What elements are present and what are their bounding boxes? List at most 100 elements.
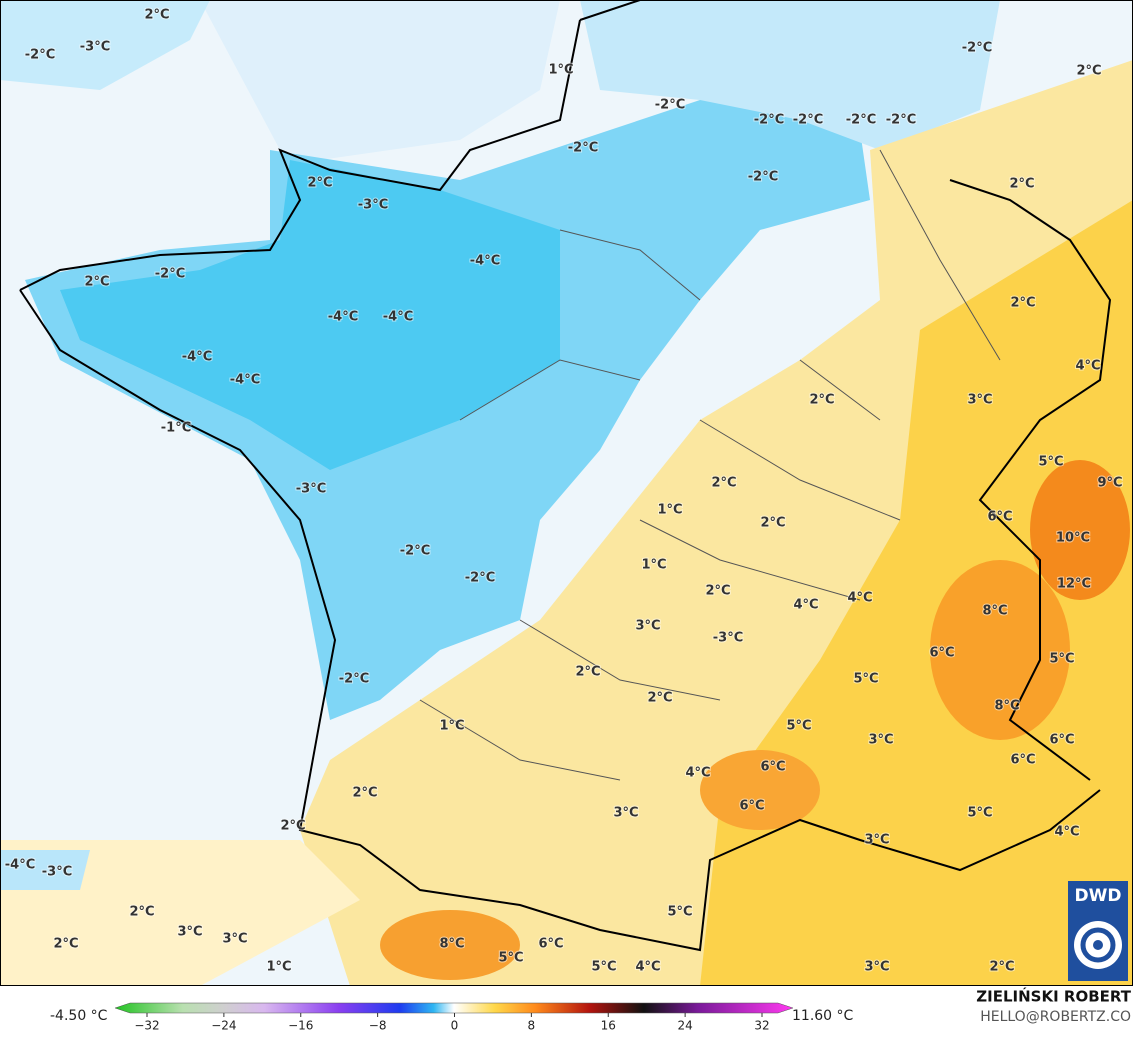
temperature-label: 6°C	[538, 937, 563, 952]
hot-spot	[380, 910, 520, 980]
temperature-label: 3°C	[613, 806, 638, 821]
temperature-label: -2°C	[655, 98, 685, 113]
temperature-label: 1°C	[548, 63, 573, 78]
temperature-label: 4°C	[1054, 825, 1079, 840]
temperature-label: 8°C	[994, 699, 1019, 714]
temperature-label: 2°C	[144, 8, 169, 23]
temperature-label: 4°C	[847, 591, 872, 606]
temperature-label: 2°C	[711, 476, 736, 491]
temperature-label: -4°C	[5, 858, 35, 873]
temperature-label: 2°C	[989, 960, 1014, 975]
borders	[419, 149, 1001, 781]
temperature-label: 2°C	[1076, 64, 1101, 79]
colorbar-tick-label: 24	[677, 1019, 692, 1033]
temperature-label: 3°C	[635, 619, 660, 634]
temperature-label: 5°C	[786, 719, 811, 734]
temperature-label: 2°C	[647, 691, 672, 706]
temperature-label: 6°C	[929, 646, 954, 661]
max-value: 11.60 °C	[792, 1008, 854, 1024]
channel	[0, 0, 560, 160]
temperature-label: 2°C	[352, 786, 377, 801]
temperature-label: -2°C	[400, 544, 430, 559]
temperature-label: -1°C	[161, 421, 191, 436]
temperature-label: -2°C	[793, 113, 823, 128]
temperature-label: -3°C	[713, 631, 743, 646]
colorbar-tick-label: 0	[451, 1019, 459, 1033]
temperature-label: 5°C	[498, 951, 523, 966]
temperature-label: 2°C	[705, 584, 730, 599]
temperature-label: 2°C	[575, 665, 600, 680]
national-border	[949, 179, 1112, 781]
min-value: -4.50 °C	[50, 1008, 108, 1024]
colorbar-tick-label: −32	[134, 1019, 159, 1033]
temperature-label: -2°C	[465, 571, 495, 586]
author: ZIELIŃSKI ROBERT	[976, 987, 1131, 1006]
temperature-label: 12°C	[1057, 577, 1091, 592]
temperature-label: 3°C	[868, 733, 893, 748]
temperature-label: 6°C	[739, 799, 764, 814]
temperature-label: -3°C	[42, 865, 72, 880]
temperature-label: -2°C	[886, 113, 916, 128]
colorbar-tick-label: −16	[288, 1019, 313, 1033]
iberia	[0, 840, 360, 986]
map: 2°C -3°C -2°C 1°C -2°C 2°C -2°C -2°C -2°C -2°C -2°…	[0, 0, 1133, 986]
temperature-label: 1°C	[439, 719, 464, 734]
temperature-label: -4°C	[470, 254, 500, 269]
temperature-label: 2°C	[1010, 296, 1035, 311]
temperature-label: 2°C	[760, 516, 785, 531]
coldest-area	[60, 160, 560, 470]
temperature-label: 5°C	[591, 960, 616, 975]
temperature-label: 3°C	[177, 925, 202, 940]
temperature-label: 5°C	[667, 905, 692, 920]
temperature-label: -2°C	[339, 672, 369, 687]
temperature-label: -4°C	[383, 310, 413, 325]
colorbar-bar	[114, 1002, 794, 1014]
hot-spot	[930, 560, 1070, 740]
temperature-label: 6°C	[987, 510, 1012, 525]
temperature-label: 3°C	[222, 932, 247, 947]
colorbar-tick-label: 16	[601, 1019, 616, 1033]
temperature-label: 4°C	[685, 766, 710, 781]
cold-iberia	[0, 850, 90, 890]
temperature-label: -3°C	[80, 40, 110, 55]
temperature-label: 5°C	[1049, 652, 1074, 667]
temperature-label: 1°C	[266, 960, 291, 975]
logo-swirl	[1093, 940, 1103, 950]
logo-text: DWD	[1075, 886, 1122, 906]
temperature-label: 3°C	[967, 393, 992, 408]
temperature-label: 2°C	[307, 176, 332, 191]
temperature-label: 8°C	[439, 937, 464, 952]
temperature-label: 2°C	[129, 905, 154, 920]
temperature-label: -2°C	[568, 141, 598, 156]
temperature-label: 5°C	[853, 672, 878, 687]
coastline	[19, 0, 1101, 952]
temperature-label: 8°C	[982, 604, 1007, 619]
temperature-label: 4°C	[793, 598, 818, 613]
cold-north	[580, 0, 1000, 150]
temperature-label: -3°C	[296, 482, 326, 497]
temperature-label: 2°C	[809, 393, 834, 408]
colorbar-tick-label: 32	[754, 1019, 769, 1033]
temperature-label: -2°C	[155, 267, 185, 282]
temperature-label: 5°C	[967, 806, 992, 821]
logo: DWD	[1068, 881, 1128, 981]
temperature-label: -4°C	[182, 350, 212, 365]
temperature-label: 1°C	[641, 558, 666, 573]
temperature-label: -3°C	[358, 198, 388, 213]
temperature-label: -2°C	[748, 170, 778, 185]
temperature-label: 2°C	[53, 937, 78, 952]
hot-spot	[1030, 460, 1130, 600]
temperature-label: 1°C	[657, 503, 682, 518]
temperature-label: -2°C	[25, 48, 55, 63]
temperature-label: 6°C	[1049, 733, 1074, 748]
colorbar: -4.50 °C 11.60 °C −32 −24 −16 −8 0 8 16 24 32	[50, 1002, 854, 1033]
temperature-label: -2°C	[962, 41, 992, 56]
temperature-label: -4°C	[328, 310, 358, 325]
logo-swirl	[1080, 927, 1116, 963]
temperature-label: 6°C	[760, 760, 785, 775]
temperature-label: 2°C	[84, 275, 109, 290]
temperature-label: 5°C	[1038, 455, 1063, 470]
temperature-label: -4°C	[230, 373, 260, 388]
